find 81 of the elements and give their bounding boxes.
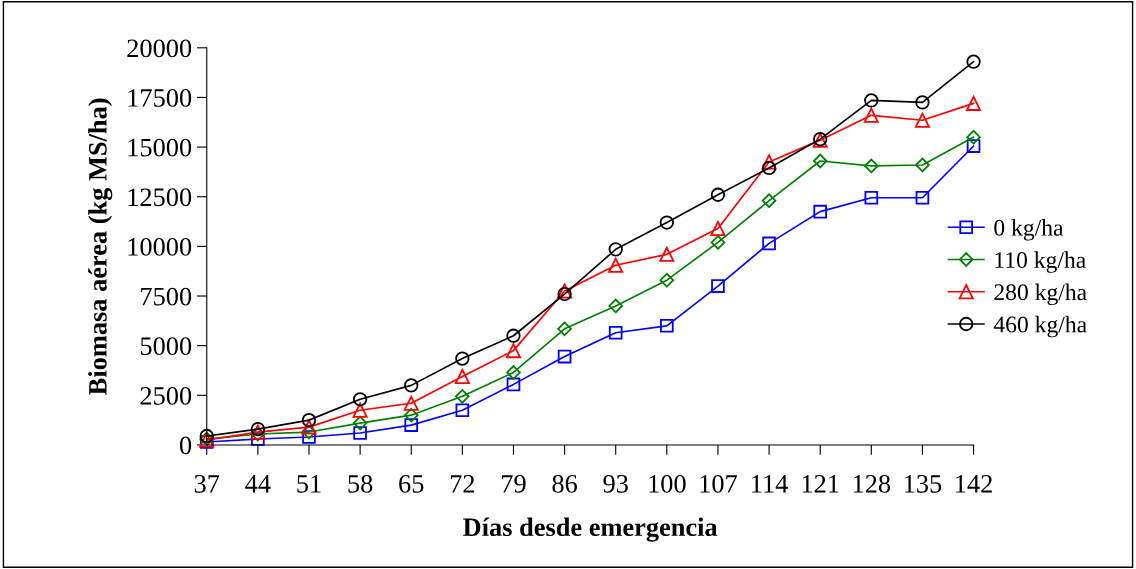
point: [353, 426, 367, 440]
point: [505, 343, 521, 359]
x-tick-label: 79: [502, 474, 526, 493]
x-tick-label: 86: [552, 474, 577, 493]
point: [659, 246, 675, 262]
x-axis-title: Días desde emergencia: [463, 517, 718, 542]
point: [710, 221, 726, 237]
point: [966, 95, 982, 111]
y-axis-title: Biomasa aérea (kg MS/ha): [88, 98, 113, 395]
point: [455, 403, 470, 418]
point: [710, 235, 726, 250]
x-tick-label: 44: [245, 475, 271, 493]
point: [915, 95, 930, 110]
point: [404, 378, 419, 393]
y-tick-label: 10000: [128, 237, 192, 256]
point: [659, 215, 674, 230]
point: [660, 319, 674, 333]
point: [352, 392, 368, 407]
y-tick-label: 17500: [128, 89, 192, 107]
point: [914, 112, 930, 128]
point: [863, 107, 879, 123]
y-tick-label: 20000: [127, 39, 192, 58]
point: [403, 395, 419, 411]
point: [761, 193, 777, 208]
x-tick-label: 58: [348, 474, 373, 493]
y-tick-label: 7500: [141, 287, 192, 306]
x-tick-label: 100: [649, 474, 686, 493]
point: [352, 402, 368, 418]
x-tick-label: 93: [603, 474, 628, 493]
point: [506, 365, 521, 380]
point: [813, 204, 827, 219]
point: [864, 93, 879, 108]
point: [864, 158, 879, 174]
point: [711, 279, 725, 293]
point: [301, 419, 317, 435]
point: [608, 325, 623, 340]
point: [659, 272, 675, 288]
point: [557, 349, 572, 364]
x-tick-label: 135: [904, 474, 942, 493]
x-tick-label: 51: [297, 475, 321, 493]
point: [404, 418, 419, 432]
x-tick-label: 37: [194, 474, 220, 493]
legend-label: 280 kg/ha: [994, 283, 1087, 306]
x-tick-label: 121: [802, 474, 839, 493]
point: [762, 236, 776, 251]
point: [506, 328, 521, 343]
point: [761, 160, 777, 176]
point: [301, 412, 317, 428]
point: [966, 129, 981, 145]
x-tick-label: 72: [450, 474, 475, 493]
y-tick-label: 2500: [140, 386, 192, 405]
point: [608, 298, 624, 314]
y-tick-label: 12500: [128, 188, 192, 207]
point: [812, 153, 828, 169]
point: [915, 190, 930, 205]
x-tick-label: 114: [752, 475, 788, 493]
point: [966, 54, 981, 69]
point: [557, 321, 572, 337]
point: [455, 389, 470, 404]
point: [352, 415, 368, 431]
legend-label: 460 kg/ha: [993, 315, 1087, 338]
point: [966, 139, 981, 153]
x-tick-label: 142: [956, 474, 992, 493]
point: [710, 187, 726, 202]
point: [608, 242, 623, 257]
point: [506, 377, 521, 392]
point: [455, 351, 470, 366]
point: [761, 154, 777, 170]
point: [915, 157, 930, 173]
point: [403, 407, 419, 423]
point: [608, 257, 624, 273]
x-tick-label: 65: [399, 474, 424, 493]
y-tick-label: 15000: [128, 138, 192, 157]
x-tick-label: 128: [853, 474, 891, 493]
point: [864, 190, 879, 205]
y-tick-label: 0: [179, 436, 192, 455]
point: [454, 368, 470, 384]
x-tick-label: 107: [700, 474, 737, 493]
legend-label: 0 kg/ha: [994, 219, 1064, 241]
y-tick-label: 5000: [140, 337, 192, 356]
legend-label: 110 kg/ha: [995, 251, 1086, 273]
